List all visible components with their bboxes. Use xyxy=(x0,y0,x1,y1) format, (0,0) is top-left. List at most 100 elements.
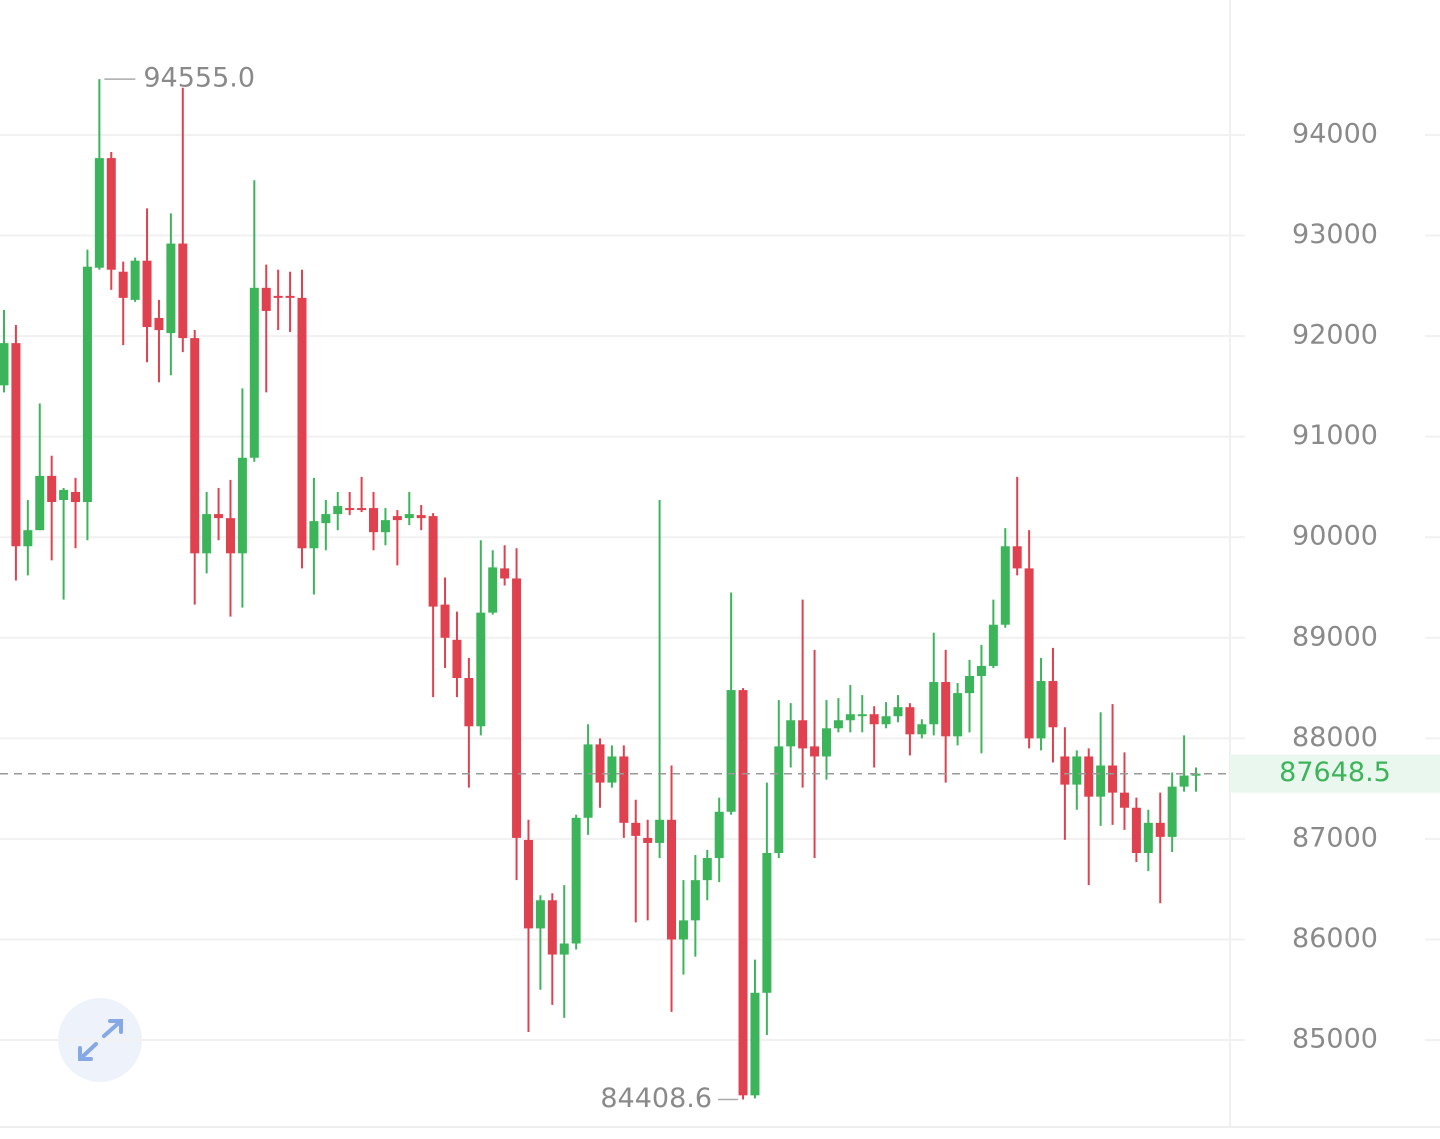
candle-body xyxy=(1072,756,1082,785)
candle-body xyxy=(643,837,653,843)
candle-body xyxy=(190,338,200,554)
candle-body xyxy=(94,158,104,268)
y-tick-label: 92000 xyxy=(1292,320,1378,351)
candle-body xyxy=(35,475,45,531)
candle-body xyxy=(249,287,259,458)
last-price-bg xyxy=(1230,754,1440,793)
candle-body xyxy=(106,158,116,270)
candle-body xyxy=(237,457,247,554)
last-price-label: 87648.5 xyxy=(1279,757,1391,788)
candle-body xyxy=(1000,546,1010,625)
candle-body xyxy=(47,475,57,503)
candle-body xyxy=(810,746,820,757)
candle-body xyxy=(1131,807,1141,853)
candle-body xyxy=(166,243,176,334)
candle-body xyxy=(571,817,581,944)
candle-body xyxy=(154,317,164,331)
y-tick-label: 87000 xyxy=(1292,822,1378,853)
candle-body xyxy=(798,720,808,749)
y-tick-label: 90000 xyxy=(1292,521,1378,552)
candle-body xyxy=(1060,756,1070,785)
candle-body xyxy=(71,491,81,503)
candle-body xyxy=(452,639,462,679)
candle-body xyxy=(321,514,331,524)
candle-body xyxy=(583,744,593,818)
candle-body xyxy=(309,521,319,549)
candle-body xyxy=(118,271,128,298)
candle-body xyxy=(965,675,975,694)
candle-body xyxy=(750,992,760,1096)
candle-body xyxy=(380,520,390,533)
candle-body xyxy=(774,746,784,853)
candle-body xyxy=(929,682,939,725)
y-tick-label: 88000 xyxy=(1292,722,1378,753)
min-label: 84408.6 xyxy=(600,1083,712,1114)
candle-body xyxy=(488,567,498,613)
candle-body xyxy=(595,744,605,783)
candle-body xyxy=(428,516,438,607)
candle-body xyxy=(953,693,963,737)
candle-body xyxy=(1179,775,1189,787)
candle-body xyxy=(214,514,224,519)
candle-body xyxy=(1048,681,1058,728)
candle-body xyxy=(1119,792,1129,808)
candle-body xyxy=(559,943,569,955)
candle-body xyxy=(1036,681,1046,739)
y-tick-label: 93000 xyxy=(1292,219,1378,250)
candle-body xyxy=(404,514,414,519)
candle-body xyxy=(1167,786,1177,837)
candle-body xyxy=(535,900,545,929)
y-tick-label: 86000 xyxy=(1292,923,1378,954)
candle-body xyxy=(273,295,283,298)
candle-body xyxy=(893,707,903,717)
candle-body xyxy=(726,690,736,812)
candle-body xyxy=(607,756,617,783)
candle-body xyxy=(655,819,665,843)
candle-body xyxy=(714,811,724,859)
candle-body xyxy=(142,260,152,328)
candle-body xyxy=(285,295,295,298)
candle-body xyxy=(738,690,748,1096)
candle-body xyxy=(500,568,510,579)
candle-body xyxy=(1143,822,1153,853)
candle-body xyxy=(1191,773,1201,776)
candle-body xyxy=(440,604,450,638)
candle-body xyxy=(905,707,915,735)
candle-body xyxy=(369,508,379,533)
candle-body xyxy=(261,287,271,311)
candle-body xyxy=(881,716,891,725)
expand-icon[interactable] xyxy=(78,1019,123,1061)
candle-body xyxy=(631,822,641,836)
candle-body xyxy=(59,489,69,501)
y-tick-label: 91000 xyxy=(1292,420,1378,451)
candle-body xyxy=(130,260,140,300)
candle-body xyxy=(0,343,9,386)
candle-body xyxy=(416,515,426,519)
candle-body xyxy=(1108,765,1118,793)
candle-body xyxy=(667,819,677,940)
candle-body xyxy=(11,343,21,547)
candle-body xyxy=(1096,765,1106,797)
candle-body xyxy=(762,852,772,993)
candle-body xyxy=(988,624,998,666)
candle-body xyxy=(476,612,486,727)
y-tick-label: 85000 xyxy=(1292,1024,1378,1055)
candle-body xyxy=(1012,546,1022,569)
candle-body xyxy=(786,720,796,747)
candle-body xyxy=(202,514,212,554)
candle-body xyxy=(917,724,927,735)
y-tick-label: 94000 xyxy=(1292,118,1378,149)
candle-body xyxy=(512,578,522,838)
candle-body xyxy=(821,728,831,757)
candle-body xyxy=(23,530,33,547)
y-tick-label: 89000 xyxy=(1292,621,1378,652)
candle-body xyxy=(464,678,474,727)
candle-body xyxy=(297,297,307,549)
candle-body xyxy=(619,756,629,823)
candle-body xyxy=(1084,756,1094,797)
candle-body xyxy=(547,900,557,955)
candle-body xyxy=(357,508,367,511)
candle-body xyxy=(941,682,951,737)
candle-body xyxy=(225,518,235,554)
